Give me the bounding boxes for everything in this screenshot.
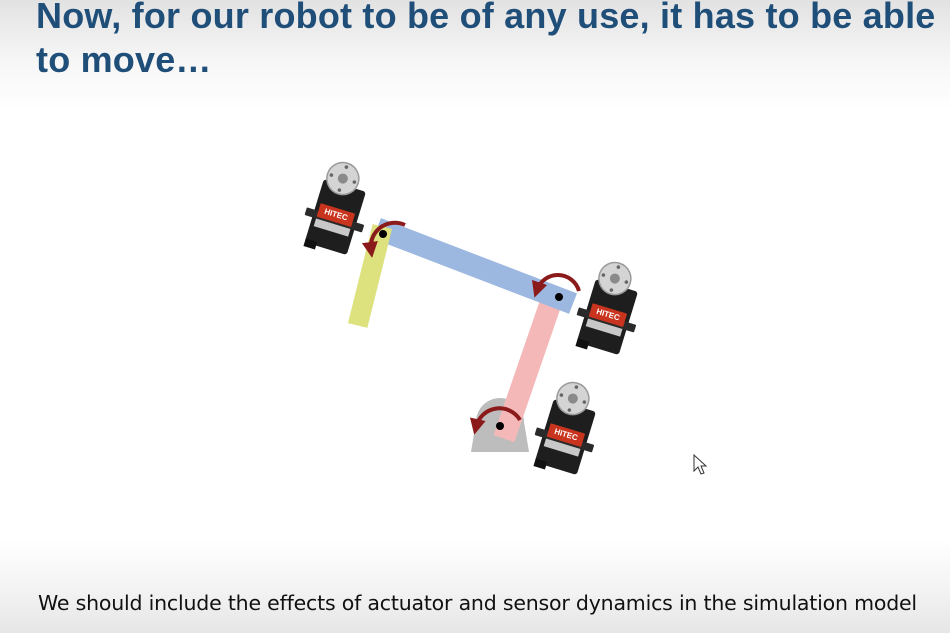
joint-base xyxy=(496,422,504,430)
rotation-arrow-icon xyxy=(361,220,406,258)
link-lower xyxy=(493,283,567,443)
slide-title: Now, for our robot to be of any use, it … xyxy=(36,0,936,80)
rotation-arrow-icon xyxy=(531,273,581,298)
mouse-cursor-icon xyxy=(693,453,708,475)
servo-motor-icon: HITEC xyxy=(525,374,611,482)
slide-caption: We should include the effects of actuato… xyxy=(38,591,917,615)
servo-motor-icon: HITEC xyxy=(567,254,653,362)
rotation-arrow-icon xyxy=(469,406,522,435)
joint-elbow xyxy=(555,293,563,301)
servo-motor-icon: HITEC xyxy=(295,154,381,262)
link-upper xyxy=(373,218,577,314)
end-effector-link xyxy=(347,224,393,328)
joint-wrist xyxy=(379,230,387,238)
